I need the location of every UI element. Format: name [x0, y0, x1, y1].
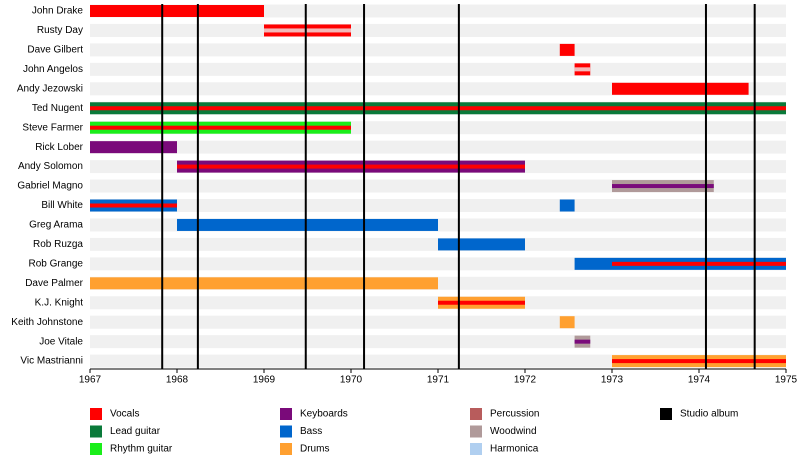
legend-label: Harmonica: [490, 444, 539, 455]
legend-swatch: [470, 408, 482, 420]
x-tick-label: 1974: [688, 375, 711, 386]
row-band: [90, 315, 786, 329]
member-bar: [90, 277, 438, 290]
member-label: Andy Jezowski: [17, 83, 83, 94]
legend-swatch: [660, 408, 672, 420]
row-band: [90, 140, 786, 154]
member-label: Vic Mastrianni: [20, 356, 83, 367]
member-label: Bill White: [41, 200, 83, 211]
row-band: [90, 23, 786, 37]
member-bar: [90, 5, 264, 17]
member-label: Keith Johnstone: [11, 317, 83, 328]
member-label: Joe Vitale: [39, 336, 83, 347]
role-stripe: [574, 67, 591, 72]
member-bar: [90, 141, 177, 154]
role-stripe: [612, 359, 786, 364]
legend-swatch: [470, 443, 482, 455]
member-bar: [574, 257, 612, 270]
legend-label: Keyboards: [300, 409, 348, 420]
x-tick-label: 1971: [427, 375, 450, 386]
member-bar: [559, 43, 575, 56]
legend-label: Lead guitar: [110, 426, 161, 437]
member-label: Andy Solomon: [18, 161, 83, 172]
row-band: [90, 199, 786, 212]
member-label: Dave Gilbert: [27, 45, 83, 56]
legend-swatch: [90, 408, 102, 420]
x-tick-label: 1972: [514, 375, 537, 386]
x-tick-label: 1967: [79, 375, 102, 386]
x-tick-label: 1970: [340, 375, 363, 386]
legend-label: Percussion: [490, 409, 539, 420]
legend-label: Vocals: [110, 409, 139, 420]
role-stripe: [612, 261, 786, 266]
role-stripe: [177, 164, 525, 169]
legend-swatch: [280, 408, 292, 420]
x-tick-label: 1968: [166, 375, 189, 386]
member-bar: [438, 238, 525, 251]
member-label: John Drake: [32, 6, 84, 17]
legend-label: Rhythm guitar: [110, 444, 173, 455]
x-tick-label: 1969: [253, 375, 276, 386]
member-bar: [612, 82, 749, 95]
member-label: Rob Grange: [29, 258, 84, 269]
member-label: Gabriel Magno: [17, 181, 83, 192]
row-band: [90, 335, 786, 349]
member-label: Rusty Day: [37, 25, 83, 36]
member-label: Rick Lober: [35, 142, 83, 153]
x-tick-label: 1975: [775, 375, 798, 386]
role-stripe: [264, 28, 351, 33]
legend-label: Woodwind: [490, 426, 537, 437]
member-bar: [559, 316, 575, 329]
member-bar: [559, 199, 575, 212]
role-stripe: [90, 106, 786, 111]
legend-label: Drums: [300, 444, 329, 455]
role-stripe: [612, 184, 714, 189]
role-stripe: [90, 125, 351, 130]
legend-swatch: [280, 425, 292, 438]
member-label: Rob Ruzga: [33, 239, 83, 250]
member-label: K.J. Knight: [35, 297, 84, 308]
member-bar: [177, 218, 438, 231]
member-label: Greg Arama: [29, 220, 83, 231]
legend-swatch: [470, 425, 482, 438]
member-label: Steve Farmer: [22, 122, 83, 133]
role-stripe: [90, 203, 177, 208]
legend-swatch: [90, 425, 102, 438]
role-stripe: [438, 300, 525, 305]
member-label: Ted Nugent: [32, 103, 83, 114]
legend-label: Bass: [300, 426, 322, 437]
role-stripe: [574, 339, 591, 344]
x-tick-label: 1973: [601, 375, 624, 386]
member-label: Dave Palmer: [25, 278, 83, 289]
legend-label: Studio album: [680, 409, 738, 420]
row-band: [90, 62, 786, 76]
member-label: John Angelos: [23, 64, 83, 75]
legend-swatch: [280, 443, 292, 455]
legend-swatch: [90, 443, 102, 455]
row-band: [90, 43, 786, 57]
